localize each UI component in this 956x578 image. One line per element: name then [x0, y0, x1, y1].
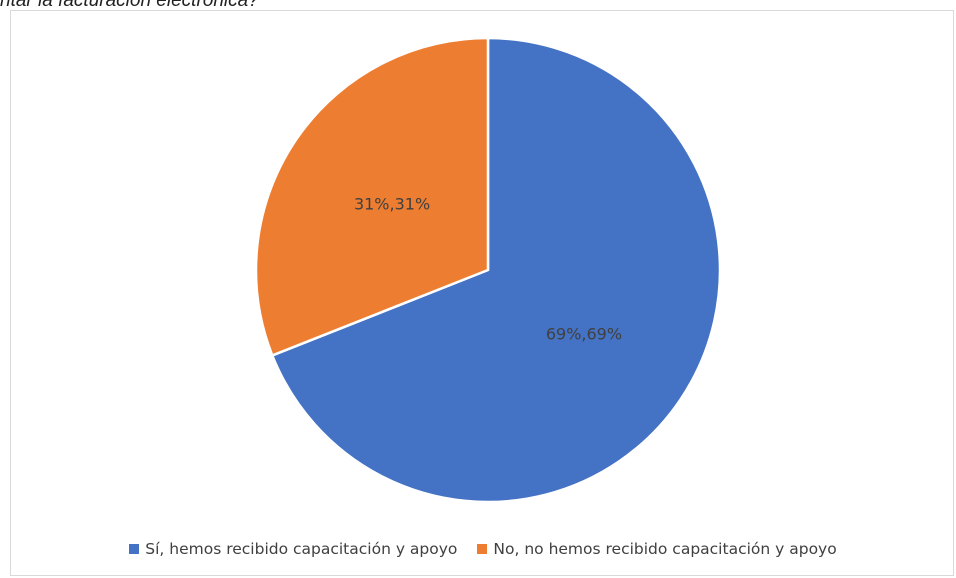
slice-data-label-1: 31%,31%	[354, 194, 430, 213]
pie-chart: 69%,69% 31%,31%	[254, 36, 722, 504]
legend-label-1: No, no hemos recibido capacitación y apo…	[493, 540, 837, 558]
slice-data-label-0: 69%,69%	[546, 325, 622, 344]
legend-label-0: Sí, hemos recibido capacitación y apoyo	[145, 540, 458, 558]
legend-item-0: Sí, hemos recibido capacitación y apoyo	[129, 540, 457, 558]
legend-swatch-0	[129, 544, 140, 554]
pie-slice-0	[271, 36, 722, 504]
legend-item-1: No, no hemos recibido capacitación y apo…	[477, 540, 837, 558]
legend-swatch-1	[477, 544, 488, 554]
chart-legend: Sí, hemos recibido capacitación y apoyo N…	[11, 537, 955, 561]
chart-area: 69%,69% 31%,31% Sí, hemos recibido capaci…	[10, 10, 954, 576]
figure-caption: ntar la facturación electrónica?	[0, 0, 259, 11]
pie-slice-1	[254, 36, 490, 357]
